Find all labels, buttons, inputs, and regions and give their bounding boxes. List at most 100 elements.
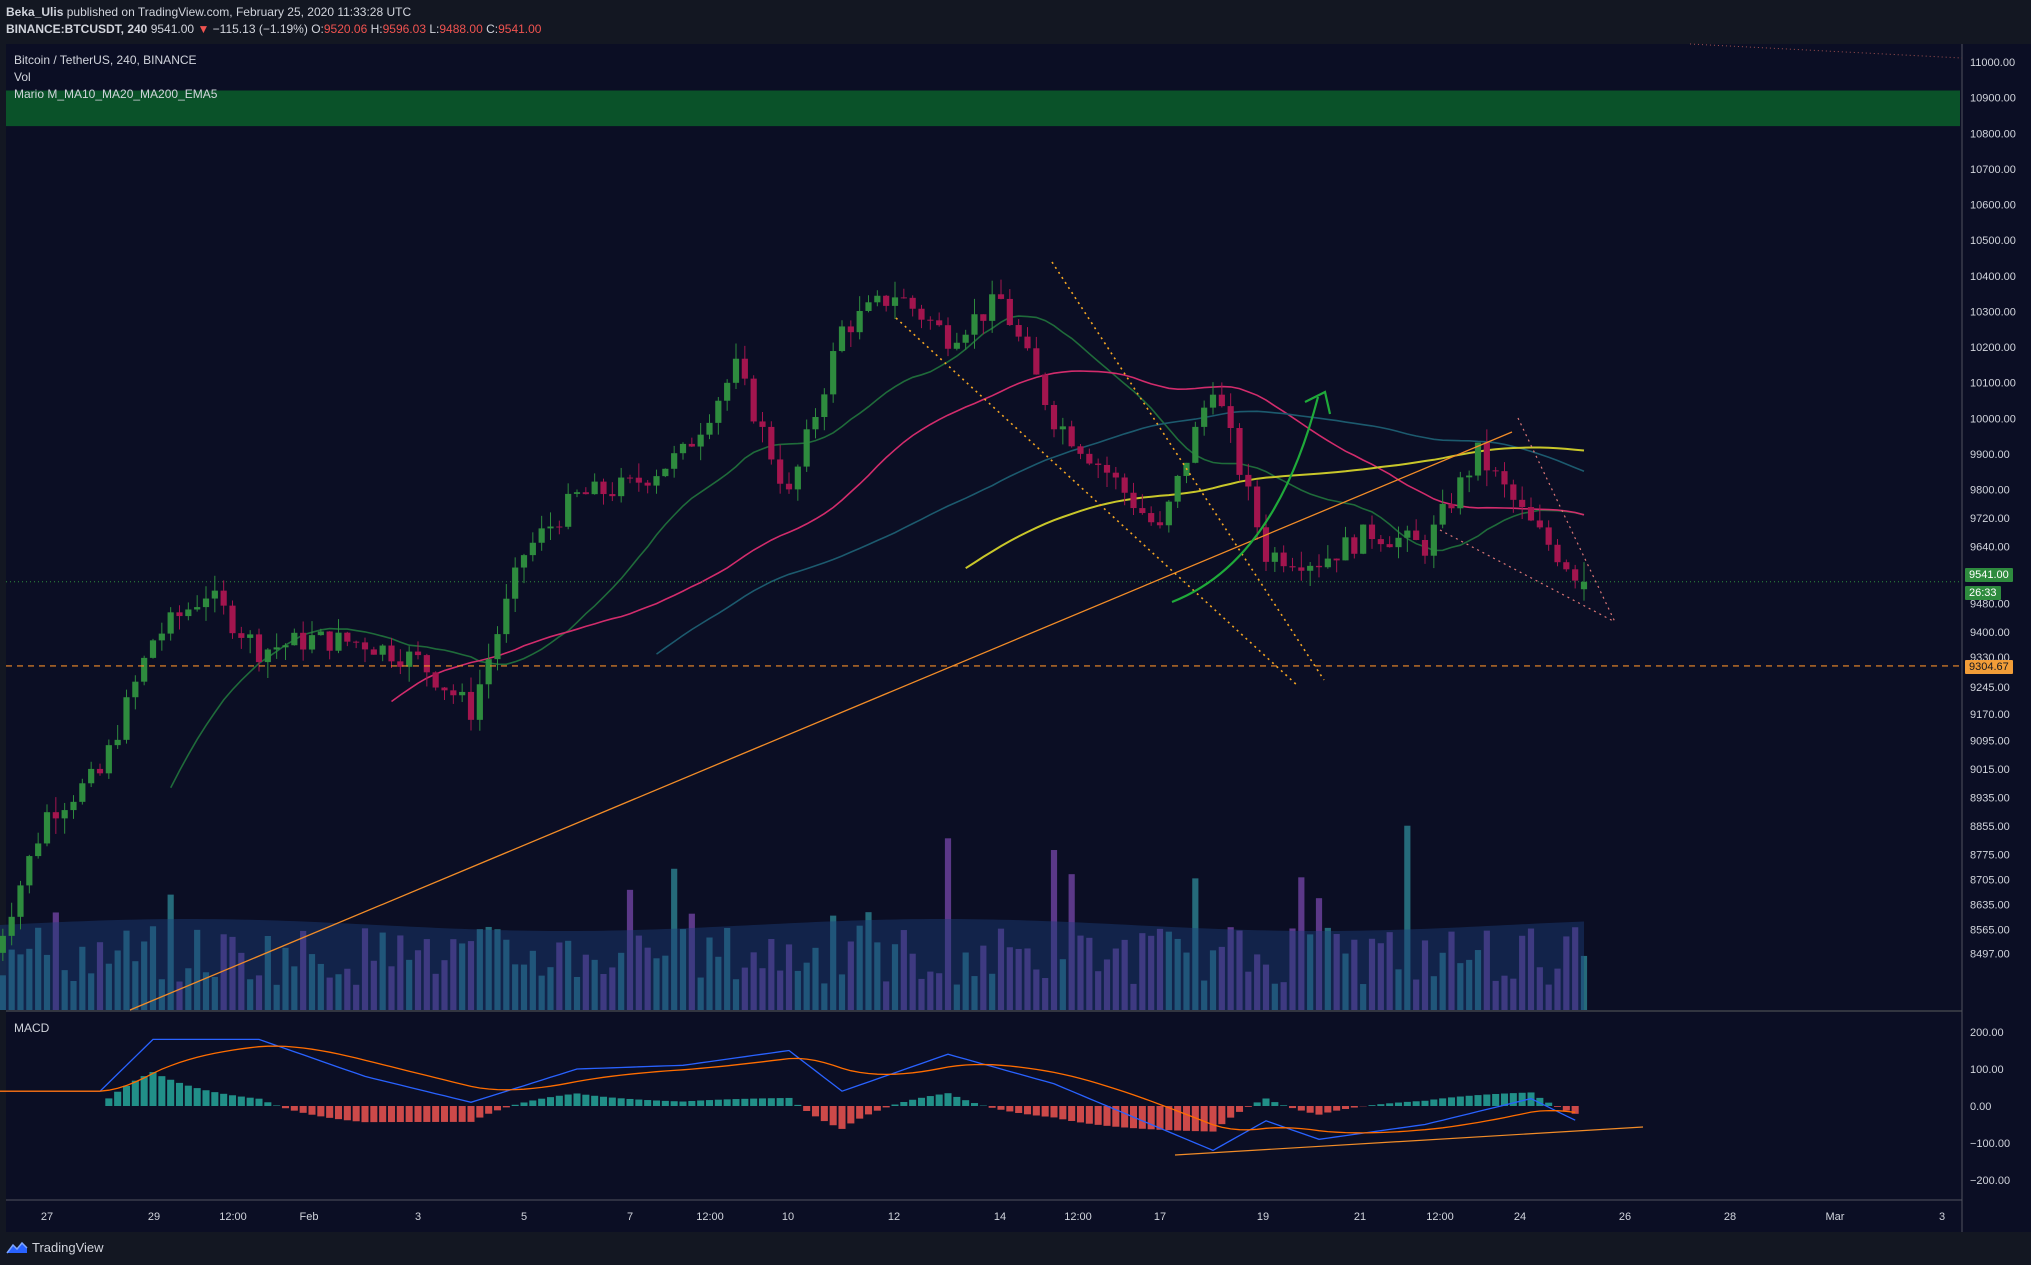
candle-body	[0, 935, 6, 953]
candle-body	[706, 422, 713, 435]
candle-body	[865, 302, 872, 311]
volume-bar	[26, 948, 33, 1010]
candle-body	[609, 494, 616, 497]
macd-histogram-bar	[1200, 1106, 1208, 1132]
macd-histogram-bar	[732, 1099, 740, 1106]
volume-bar	[353, 984, 360, 1010]
volume-bar	[194, 929, 201, 1010]
macd-histogram-bar	[608, 1097, 616, 1106]
volume-bar	[123, 930, 130, 1010]
candle-body	[238, 633, 245, 638]
volume-bar	[432, 973, 439, 1010]
candle-body	[635, 477, 642, 483]
chart-title[interactable]: Bitcoin / TetherUS, 240, BINANCE	[14, 53, 197, 67]
volume-bar	[1315, 898, 1323, 1010]
volume-bar	[635, 935, 642, 1010]
brand-name[interactable]: TradingView	[32, 1240, 104, 1255]
low-value: 9488.00	[439, 22, 483, 36]
candle-body	[1245, 474, 1252, 487]
candle-body	[582, 492, 589, 495]
macd-histogram-bar	[502, 1106, 510, 1108]
price-tick-label: 10800.00	[1970, 128, 2016, 140]
macd-histogram-bar	[599, 1096, 608, 1106]
candle-body	[644, 482, 651, 486]
candle-body	[626, 477, 634, 479]
macd-histogram-bar	[591, 1095, 599, 1106]
volume-bar	[927, 971, 934, 1010]
macd-histogram-bar	[379, 1106, 387, 1123]
price-tick-label: 10900.00	[1970, 93, 2016, 105]
time-tick-label: 19	[1257, 1211, 1269, 1223]
candle-body	[450, 690, 457, 696]
macd-histogram-bar	[909, 1099, 917, 1106]
macd-histogram-bar	[661, 1100, 669, 1106]
time-tick-label: 26	[1619, 1211, 1631, 1223]
close-value: 9541.00	[498, 22, 542, 36]
macd-histogram-bar	[114, 1091, 122, 1106]
time-tick-label: Mar	[1826, 1211, 1845, 1223]
macd-histogram-bar	[1015, 1106, 1023, 1113]
price-tick-label: 8775.00	[1970, 850, 2010, 862]
volume-bar	[467, 941, 475, 1010]
volume-bar	[1404, 825, 1411, 1010]
candle-body	[406, 651, 413, 667]
macd-histogram-bar	[1235, 1106, 1244, 1112]
candle-body	[1404, 530, 1411, 538]
volume-bar	[1377, 943, 1384, 1010]
macd-histogram-bar	[449, 1106, 457, 1122]
macd-histogram-bar	[255, 1098, 263, 1106]
volume-bar	[1245, 971, 1252, 1010]
candle-body	[909, 297, 916, 309]
macd-histogram-bar	[1377, 1104, 1385, 1106]
volume-bar	[980, 945, 987, 1010]
volume-bar	[626, 889, 634, 1010]
chart-canvas[interactable]: 11000.00 10900.00 10800.00 10700.00 10600.00…	[0, 42, 2031, 1232]
volume-bar	[397, 935, 404, 1010]
candle-body	[883, 295, 890, 306]
indicator-legend[interactable]: Mario M_MA10_MA20_MA200_EMA5	[14, 87, 218, 101]
volume-bar	[1501, 975, 1508, 1010]
author-name[interactable]: Beka_Ulis	[6, 5, 64, 19]
macd-histogram-bar	[705, 1100, 714, 1106]
macd-histogram-bar	[1368, 1105, 1376, 1106]
candle-body	[724, 382, 731, 401]
macd-histogram-bar	[714, 1099, 722, 1106]
candle-body	[715, 400, 722, 423]
candle-body	[1351, 537, 1358, 554]
macd-histogram-bar	[820, 1106, 828, 1122]
volume-bar	[300, 930, 307, 1010]
volume-bar	[1439, 952, 1446, 1010]
rising-trendline	[129, 431, 1513, 1011]
volume-bar	[238, 952, 245, 1010]
candle-body	[697, 434, 704, 447]
volume-bar	[936, 973, 943, 1010]
macd-histogram-bar	[1430, 1099, 1438, 1106]
high-label: H:	[370, 22, 383, 36]
candle-body	[485, 659, 492, 685]
macd-histogram-bar	[1094, 1106, 1102, 1125]
volume-bar	[724, 927, 731, 1010]
candle-body	[1554, 544, 1561, 563]
volume-legend[interactable]: Vol	[14, 70, 31, 84]
candle-body	[1112, 472, 1119, 478]
macd-histogram-bar	[1085, 1106, 1093, 1124]
macd-histogram-bar	[794, 1104, 802, 1106]
volume-bar	[158, 979, 165, 1010]
volume-bar	[282, 947, 289, 1010]
price-tick-label: 8705.00	[1970, 875, 2010, 887]
macd-histogram-bar	[396, 1106, 404, 1123]
candle-body	[300, 632, 307, 650]
candle-body	[503, 598, 510, 635]
tradingview-logo-icon[interactable]	[6, 1240, 28, 1256]
macd-legend[interactable]: MACD	[14, 1021, 50, 1035]
macd-histogram-bar	[193, 1088, 201, 1106]
macd-histogram-bar	[758, 1098, 767, 1106]
price-tick-label: 9720.00	[1970, 513, 2010, 525]
candle-body	[1227, 406, 1234, 429]
macd-histogram-bar	[1403, 1101, 1411, 1106]
volume-bar	[1492, 980, 1499, 1010]
candle-body	[1572, 569, 1579, 581]
macd-tick-label: 0.00	[1970, 1101, 1991, 1113]
candle-body	[512, 567, 519, 599]
price-tick-label: 10200.00	[1970, 342, 2016, 354]
